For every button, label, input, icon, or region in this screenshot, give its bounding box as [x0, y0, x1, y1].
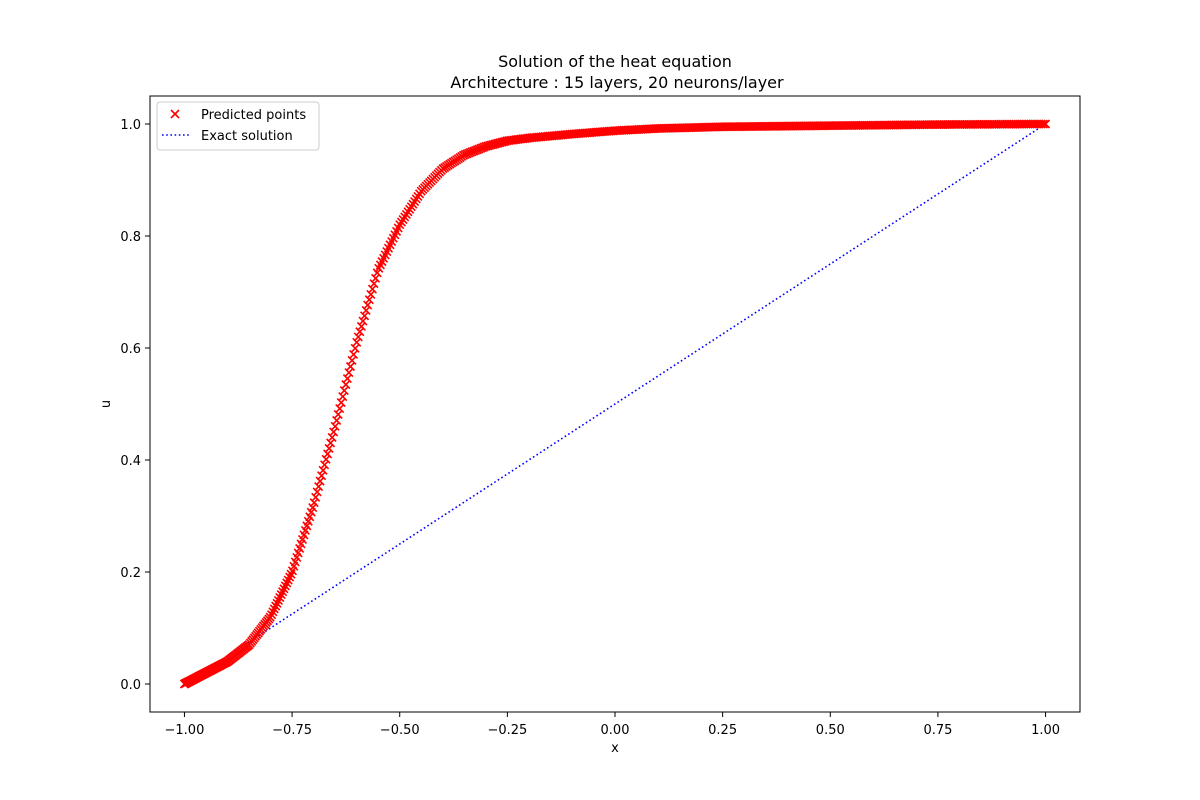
- predicted-point-marker: [358, 316, 368, 326]
- y-tick-label: 0.4: [120, 454, 141, 469]
- predicted-point-marker: [315, 476, 325, 486]
- predicted-point-marker: [371, 273, 381, 283]
- predicted-point-marker: [352, 337, 362, 347]
- x-tick-label: 0.50: [816, 723, 845, 738]
- predicted-point-marker: [312, 487, 322, 497]
- predicted-point-marker: [361, 305, 371, 315]
- x-tick-label: −0.25: [487, 723, 527, 738]
- legend-label-exact: Exact solution: [201, 129, 293, 144]
- x-axis-ticks: −1.00 −0.75 −0.50 −0.25 0.00 0.25 0.50 0.75 1.00: [165, 712, 1060, 738]
- predicted-point-marker: [353, 332, 363, 342]
- x-tick-label: 0.75: [923, 723, 952, 738]
- predicted-point-marker: [320, 460, 330, 470]
- predicted-point-marker: [1038, 119, 1048, 129]
- legend-label-predicted: Predicted points: [201, 108, 306, 123]
- y-axis-ticks: 0.0 0.2 0.4 0.6 0.8 1.0: [120, 118, 150, 693]
- chart-subtitle: Architecture : 15 layers, 20 neurons/lay…: [450, 73, 784, 92]
- predicted-point-marker: [363, 300, 373, 310]
- x-tick-label: 0.25: [708, 723, 737, 738]
- predicted-point-marker: [329, 427, 339, 437]
- legend-box: [156, 101, 320, 151]
- plot-area: [179, 119, 1051, 689]
- legend-marker-predicted: [170, 109, 180, 119]
- predicted-point-marker: [366, 289, 376, 299]
- predicted-point-marker: [356, 321, 366, 331]
- predicted-point-marker: [327, 432, 337, 442]
- x-tick-label: −1.00: [165, 723, 205, 738]
- predicted-point-marker: [318, 465, 328, 475]
- predicted-point-marker: [1040, 119, 1051, 129]
- predicted-point-marker: [355, 327, 365, 337]
- x-tick-label: 0.00: [601, 723, 630, 738]
- y-tick-label: 0.8: [120, 230, 141, 245]
- predicted-point-marker: [265, 612, 275, 622]
- predicted-point-marker: [364, 295, 374, 305]
- y-tick-label: 0.6: [120, 342, 141, 357]
- y-tick-label: 1.0: [120, 118, 141, 133]
- predicted-point-marker: [326, 438, 336, 448]
- predicted-point-marker: [321, 454, 331, 464]
- x-tick-label: −0.50: [380, 723, 420, 738]
- x-axis-label: x: [611, 741, 619, 756]
- y-axis-label: u: [99, 400, 114, 408]
- predicted-point-marker: [314, 481, 324, 492]
- x-tick-label: 1.00: [1031, 723, 1060, 738]
- chart-title: Solution of the heat equation: [498, 52, 732, 71]
- predicted-point-marker: [367, 284, 378, 294]
- series-exact-solution-line: [184, 123, 1046, 685]
- y-tick-label: 0.2: [120, 566, 141, 581]
- predicted-point-marker: [267, 610, 277, 620]
- predicted-point-marker: [324, 443, 334, 453]
- predicted-point-marker: [317, 471, 327, 481]
- legend: Predicted points Exact solution: [156, 101, 320, 151]
- predicted-point-marker: [323, 449, 333, 459]
- predicted-point-marker: [359, 311, 370, 321]
- predicted-point-marker: [369, 279, 379, 289]
- x-tick-label: −0.75: [272, 723, 312, 738]
- y-tick-label: 0.0: [120, 678, 141, 693]
- predicted-point-marker: [311, 492, 321, 502]
- predicted-point-marker: [309, 498, 319, 508]
- series-predicted-points: [179, 119, 1051, 689]
